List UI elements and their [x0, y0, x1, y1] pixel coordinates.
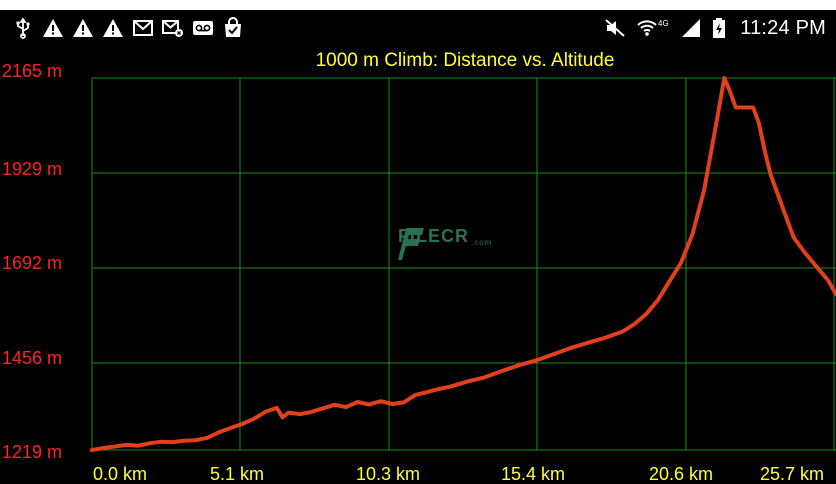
- warning-icon: [72, 17, 94, 39]
- x-tick-label: 10.3 km: [356, 464, 420, 484]
- chart-canvas: 2165 m 1929 m 1692 m 1456 m 1219 m 0.0 km 5.1 …: [2, 61, 836, 484]
- mail-icon: [132, 17, 154, 39]
- y-tick-label: 1929 m: [2, 159, 62, 179]
- wifi-icon: 4G: [636, 17, 670, 39]
- altitude-chart: 2165 m 1929 m 1692 m 1456 m 1219 m 0.0 km 5.1 …: [0, 46, 836, 484]
- signal-icon: [680, 17, 702, 39]
- y-tick-label: 1692 m: [2, 253, 62, 273]
- y-tick-label: 2165 m: [2, 61, 62, 81]
- warning-icon: [102, 17, 124, 39]
- shopping-bag-check-icon: [222, 17, 244, 39]
- y-tick-label: 1219 m: [2, 442, 62, 462]
- x-tick-label: 5.1 km: [210, 464, 264, 484]
- system-icons: 4G 11:24 PM: [604, 14, 826, 42]
- mail-failed-icon: [162, 17, 184, 39]
- phone-screen: 4G 11:24 PM 2165 m 1929 m 1692 m 1456 m 1219…: [0, 10, 836, 484]
- x-tick-label: 0.0 km: [93, 464, 147, 484]
- usb-icon: [12, 17, 34, 39]
- altitude-series-line: [90, 76, 836, 452]
- status-clock: 11:24 PM: [740, 16, 826, 39]
- x-tick-label: 25.7 km: [760, 464, 824, 484]
- voicemail-icon: [192, 17, 214, 39]
- x-tick-label: 20.6 km: [649, 464, 713, 484]
- x-tick-label: 15.4 km: [501, 464, 565, 484]
- notification-icons: [12, 16, 244, 40]
- battery-charging-icon: [712, 17, 726, 39]
- mute-icon: [604, 17, 626, 39]
- status-bar: 4G 11:24 PM: [0, 10, 836, 46]
- chart-title: 1000 m Climb: Distance vs. Altitude: [315, 50, 615, 71]
- watermark-logo-icon: [398, 228, 424, 260]
- y-tick-label: 1456 m: [2, 348, 62, 368]
- watermark-suffix: .com: [471, 238, 493, 247]
- watermark: FILECR .com: [398, 226, 493, 260]
- network-type-label: 4G: [658, 19, 669, 28]
- warning-icon: [42, 17, 64, 39]
